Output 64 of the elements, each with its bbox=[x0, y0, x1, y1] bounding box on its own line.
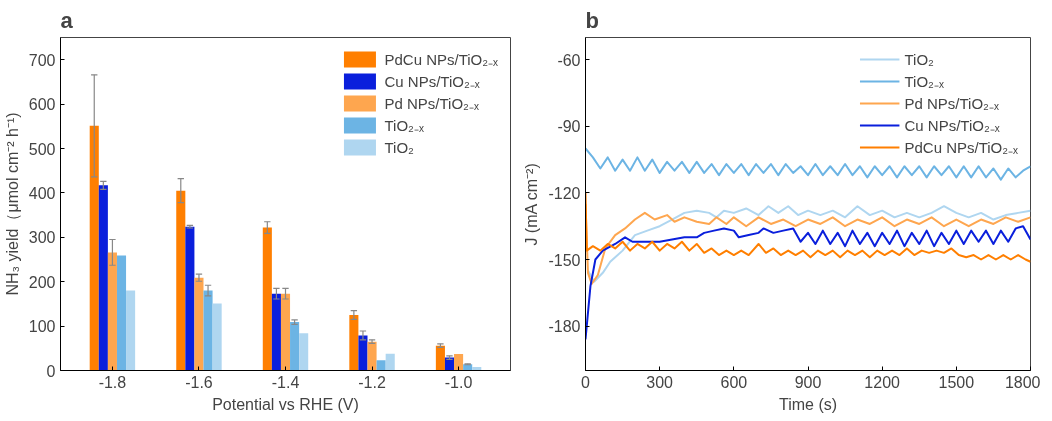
y-tick-label: 400 bbox=[28, 184, 56, 202]
y-tick-label: -60 bbox=[557, 51, 581, 69]
legend-label: Pd NPs/TiO₂₋ₓ bbox=[384, 94, 479, 113]
bar bbox=[185, 226, 195, 371]
bar bbox=[299, 333, 309, 371]
bar bbox=[385, 353, 395, 371]
bar bbox=[435, 345, 445, 371]
bar bbox=[107, 252, 117, 371]
bar bbox=[358, 335, 368, 371]
bar bbox=[262, 227, 272, 371]
bar bbox=[126, 290, 136, 371]
y-tick-label: -90 bbox=[557, 118, 581, 136]
x-tick-label: 300 bbox=[646, 373, 674, 391]
bar bbox=[454, 354, 464, 371]
bar bbox=[98, 185, 108, 371]
bar bbox=[280, 293, 291, 371]
legend-label: Cu NPs/TiO₂₋ₓ bbox=[904, 116, 1000, 135]
bar bbox=[271, 293, 281, 371]
x-axis-title: Potential vs RHE (V) bbox=[212, 395, 359, 413]
y-tick-label: 0 bbox=[46, 362, 56, 380]
x-tick-label: -1.2 bbox=[358, 373, 386, 391]
bar bbox=[212, 303, 222, 371]
x-tick-label: 600 bbox=[720, 373, 748, 391]
x-tick-label: -1.6 bbox=[185, 373, 213, 391]
x-tick-label: 900 bbox=[794, 373, 822, 391]
legend-label: TiO₂₋ₓ bbox=[904, 72, 944, 91]
x-tick-label: 1500 bbox=[938, 373, 975, 391]
line-series bbox=[585, 225, 1031, 341]
y-axis-title: NH₃ yield（μmol cm⁻² h⁻¹) bbox=[3, 112, 21, 296]
y-tick-label: 200 bbox=[28, 273, 56, 291]
y-tick-label: 100 bbox=[28, 318, 56, 336]
bar bbox=[203, 290, 213, 371]
legend-label: PdCu NPs/TiO₂₋ₓ bbox=[904, 138, 1018, 157]
x-tick-label: -1.8 bbox=[98, 373, 127, 391]
y-tick-label: 700 bbox=[28, 51, 56, 69]
y-tick-label: 500 bbox=[28, 140, 56, 158]
bar bbox=[116, 255, 127, 371]
legend-label: TiO₂₋ₓ bbox=[384, 116, 424, 135]
bar bbox=[194, 277, 204, 371]
bar bbox=[376, 360, 386, 371]
bar bbox=[367, 341, 377, 371]
x-tick-label: -1.0 bbox=[444, 373, 473, 391]
y-tick-label: 600 bbox=[28, 96, 56, 114]
legend-label: Pd NPs/TiO₂₋ₓ bbox=[904, 94, 999, 113]
bar bbox=[176, 190, 186, 371]
chart-title: b bbox=[585, 7, 599, 33]
legend-label: PdCu NPs/TiO₂₋ₓ bbox=[384, 50, 498, 69]
line-series bbox=[585, 191, 1031, 263]
y-tick-label: 300 bbox=[28, 229, 56, 247]
x-tick-label: -1.4 bbox=[271, 373, 300, 391]
x-tick-label: 1200 bbox=[864, 373, 901, 391]
legend-label: Cu NPs/TiO₂₋ₓ bbox=[384, 72, 480, 91]
y-axis-title: J (mA cm⁻²) bbox=[523, 163, 541, 246]
y-tick-label: -120 bbox=[548, 184, 581, 202]
y-tick-label: -150 bbox=[548, 251, 581, 269]
x-axis-title: Time (s) bbox=[778, 395, 838, 413]
bar bbox=[290, 322, 300, 371]
y-tick-label: -180 bbox=[548, 318, 581, 336]
x-tick-label: 1800 bbox=[1004, 373, 1041, 391]
legend-label: TiO₂ bbox=[904, 50, 934, 68]
bar bbox=[89, 125, 99, 371]
legend-label: TiO₂ bbox=[384, 138, 414, 156]
chart-title: a bbox=[60, 7, 74, 33]
bar bbox=[349, 315, 359, 371]
